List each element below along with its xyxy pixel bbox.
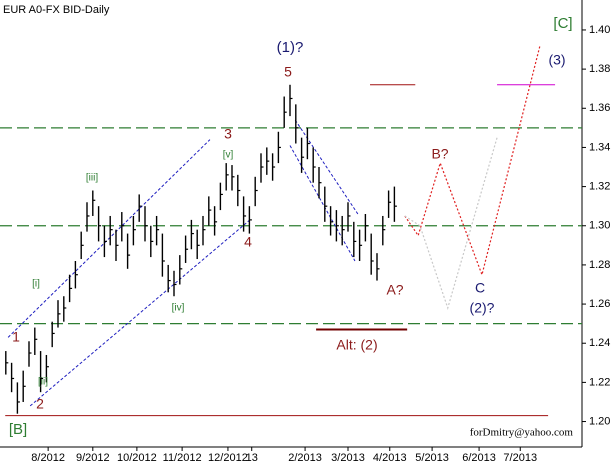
x-tick-label: 10/2012 — [117, 452, 157, 464]
wave-label: B? — [431, 146, 448, 162]
x-tick-label: 6/2013 — [462, 452, 496, 464]
footer: forDmitry@yahoo.com — [470, 427, 574, 439]
channel-line — [289, 145, 356, 262]
forecast-path — [404, 45, 541, 277]
wave-label: (1)? — [277, 39, 304, 56]
channel-line — [7, 139, 211, 338]
wave-label: 3 — [224, 126, 232, 142]
wave-label: A? — [386, 282, 403, 298]
wave-label: 5 — [284, 64, 292, 80]
x-tick-label: 12/2012 — [208, 452, 248, 464]
x-tick-label: 2/2013 — [288, 452, 322, 464]
y-tick-label: 1.34 — [589, 141, 610, 153]
y-tick-label: 1.22 — [589, 376, 610, 388]
x-tick-label: 8/2012 — [31, 452, 65, 464]
wave-label: [ii] — [38, 377, 48, 388]
y-tick-label: 1.40 — [589, 24, 610, 36]
y-tick-label: 1.28 — [589, 259, 610, 271]
forecast-path — [404, 137, 498, 310]
channel-line — [294, 119, 359, 215]
y-tick-label: 1.30 — [589, 220, 610, 232]
x-tick-label: 4/2013 — [373, 452, 407, 464]
wave-label: [C] — [553, 15, 572, 32]
y-tick-label: 1.20 — [589, 415, 610, 427]
x-tick-label: 5/2013 — [415, 452, 449, 464]
x-tick-label: 3/2013 — [331, 452, 365, 464]
wave-label: (2)? — [470, 300, 495, 316]
chart-title: EUR A0-FX BID-Daily — [3, 4, 110, 16]
channel-line — [29, 219, 251, 407]
wave-label: (3) — [548, 52, 565, 68]
y-tick-label: 1.36 — [589, 102, 610, 114]
y-tick-label: 1.26 — [589, 298, 610, 310]
wave-label: 1 — [12, 329, 20, 345]
wave-label: 4 — [244, 234, 252, 250]
wave-label: 2 — [36, 396, 44, 412]
wave-label: Alt: (2) — [336, 337, 377, 353]
x-tick-label: 9/2012 — [76, 452, 110, 464]
x-tick-label: 11/2012 — [163, 452, 202, 464]
wave-label: [i] — [32, 279, 40, 290]
wave-label: [v] — [223, 150, 234, 161]
y-tick-label: 1.32 — [589, 180, 610, 192]
x-tick-label: 7/2013 — [503, 452, 537, 464]
wave-label: [B] — [9, 421, 27, 438]
y-tick-label: 1.38 — [589, 63, 610, 75]
y-tick-label: 1.24 — [589, 337, 610, 349]
wave-label: C — [475, 280, 485, 296]
wave-label: [iii] — [86, 173, 98, 184]
x-tick-label: 13 — [246, 452, 258, 464]
wave-label: [iv] — [172, 303, 185, 314]
